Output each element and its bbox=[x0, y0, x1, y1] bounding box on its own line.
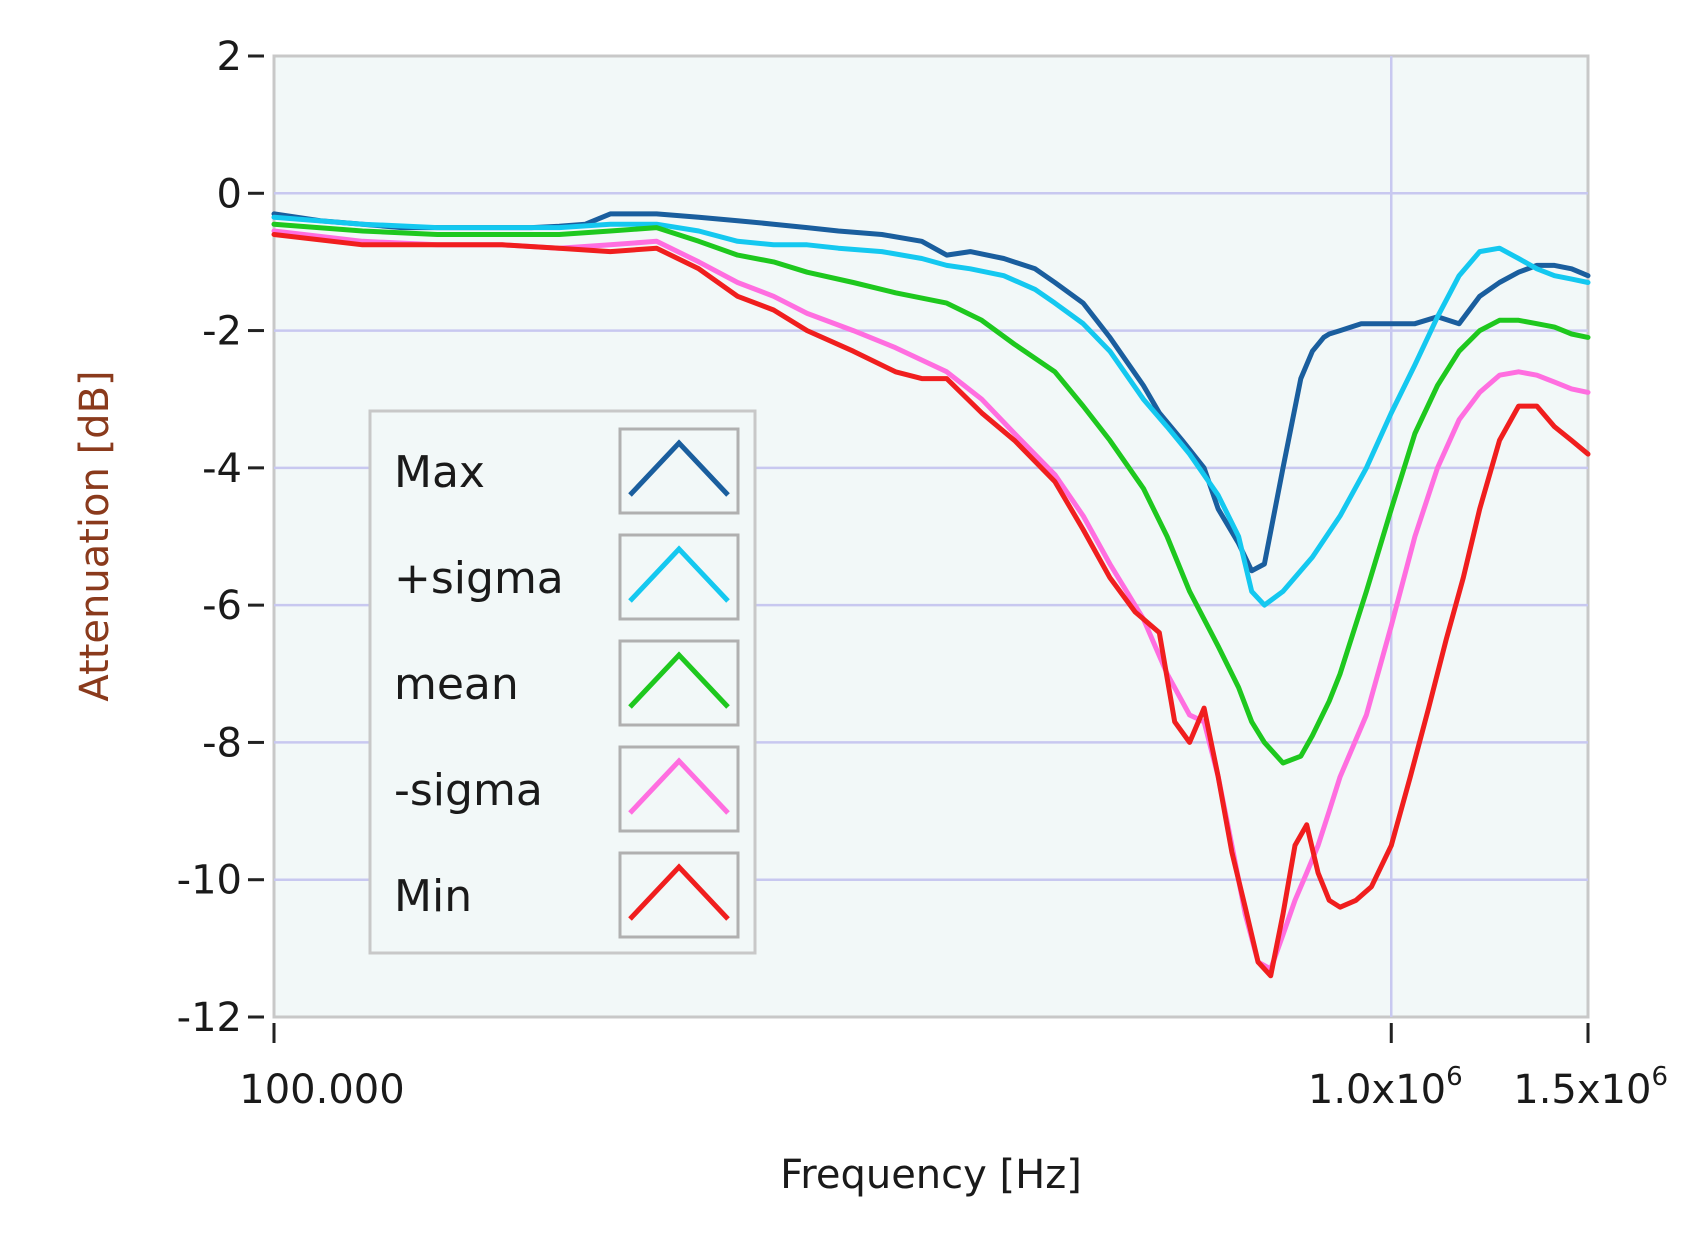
y-tick-label: -6 bbox=[202, 583, 242, 629]
axes: 2 0 -2 -4 -6 -8 -10 -12 100.000 1.0x106 1.5x106 bbox=[177, 34, 1668, 1113]
series-line-sigma bbox=[271, 214, 1591, 608]
legend-label: Min bbox=[394, 871, 472, 922]
legend-label: mean bbox=[394, 659, 519, 710]
y-tick-label: -10 bbox=[177, 858, 242, 904]
legend-label: -sigma bbox=[394, 765, 543, 816]
legend: Max +sigma mean -sigma Min bbox=[368, 409, 757, 955]
y-tick-label: -12 bbox=[177, 995, 242, 1041]
x-tick-label: 1.5x106 bbox=[1513, 1062, 1668, 1113]
x-tick-label: 1.0x106 bbox=[1308, 1062, 1463, 1113]
legend-swatch-mark bbox=[628, 863, 730, 921]
y-tick-label: 2 bbox=[217, 34, 242, 80]
series-lines bbox=[271, 211, 1591, 979]
series-line-min bbox=[271, 232, 1591, 979]
y-tick-label: -4 bbox=[202, 446, 242, 492]
y-tick-label: 0 bbox=[217, 171, 242, 217]
y-axis-title: Attenuation [dB] bbox=[72, 370, 118, 701]
y-tick-label: -2 bbox=[202, 309, 242, 355]
legend-label: +sigma bbox=[394, 553, 564, 604]
x-axis-title: Frequency [Hz] bbox=[780, 1152, 1082, 1198]
series-line-mean bbox=[271, 221, 1591, 766]
x-tick-label: 100.000 bbox=[239, 1067, 404, 1113]
legend-swatch-mark bbox=[628, 757, 730, 815]
legend-swatch-mark bbox=[628, 439, 730, 497]
legend-swatch-mark bbox=[628, 545, 730, 603]
y-tick-label: -8 bbox=[202, 720, 242, 766]
legend-swatch-mark bbox=[628, 651, 730, 709]
legend-label: Max bbox=[394, 447, 485, 498]
